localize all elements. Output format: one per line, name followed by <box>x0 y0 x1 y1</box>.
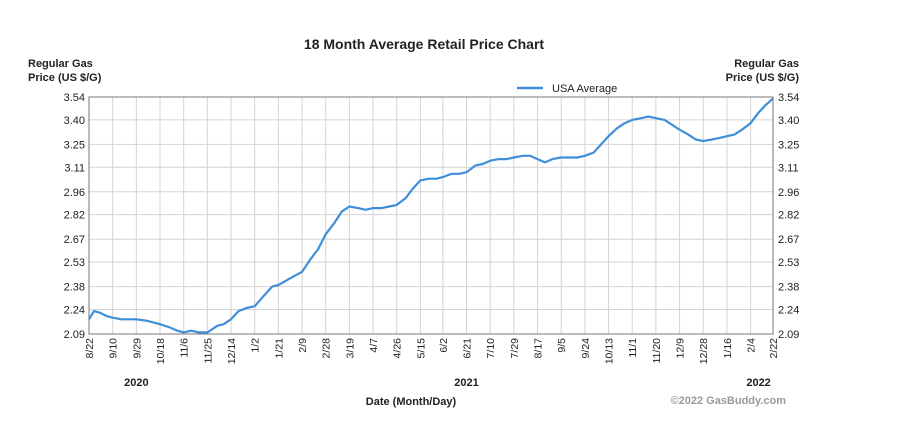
year-label-2022: 2022 <box>746 377 770 389</box>
y-tick-label-right: 3.40 <box>778 115 799 127</box>
y-tick-label-left: 2.53 <box>64 257 85 269</box>
series-layer <box>88 97 774 334</box>
x-axis-title: Date (Month/Day) <box>366 396 457 408</box>
y-tick-label-left: 2.09 <box>64 329 85 341</box>
x-tick-label: 9/10 <box>108 338 120 359</box>
y-axis-title-left-line2: Price (US $/G) <box>28 72 102 84</box>
x-tick-label: 8/22 <box>84 338 96 359</box>
year-label-2020: 2020 <box>124 377 148 389</box>
x-tick-label: 8/17 <box>533 338 545 359</box>
series-line-usa-average <box>88 97 774 334</box>
credit-text: ©2022 GasBuddy.com <box>671 395 787 407</box>
x-tick-label: 10/13 <box>604 338 616 364</box>
x-ticks: 8/22 9/10 9/29 10/18 11/6 11/25 12/14 1/2 1/21 2/… <box>84 338 780 364</box>
x-tick-label: 9/5 <box>556 338 568 353</box>
y-ticks: 3.54 3.54 3.40 3.40 3.25 3.25 3.11 3.11 2.96 2.96… <box>64 92 800 341</box>
x-tick-label: 11/25 <box>202 338 214 364</box>
year-labels: 2020 2021 2022 <box>124 377 771 389</box>
x-tick-label: 1/21 <box>273 338 285 359</box>
x-tick-label: 9/29 <box>131 338 143 359</box>
y-tick-label-right: 3.25 <box>778 139 799 151</box>
x-tick-label: 11/6 <box>179 338 191 358</box>
grid <box>88 96 774 335</box>
y-axis-title-right-line1: Regular Gas <box>734 58 799 70</box>
y-tick-label-right: 2.82 <box>778 210 799 222</box>
x-tick-label: 2/9 <box>297 338 309 353</box>
chart-title: 18 Month Average Retail Price Chart <box>304 36 544 52</box>
x-tick-label: 10/18 <box>155 338 167 364</box>
x-tick-label: 1/16 <box>722 338 734 359</box>
y-tick-label-right: 2.96 <box>778 187 799 199</box>
y-tick-label-right: 2.67 <box>778 234 799 246</box>
x-tick-label: 6/21 <box>462 338 474 359</box>
x-tick-label: 2/4 <box>746 338 758 353</box>
x-tick-label: 6/2 <box>438 338 450 353</box>
y-tick-label-right: 3.54 <box>778 92 799 104</box>
legend-label: USA Average <box>552 83 617 95</box>
y-tick-label-left: 3.54 <box>64 92 85 104</box>
y-axis-title-left-line1: Regular Gas <box>28 58 93 70</box>
x-tick-label: 12/9 <box>675 338 687 359</box>
x-tick-label: 5/15 <box>415 338 427 359</box>
x-tick-label: 11/20 <box>651 338 663 364</box>
y-tick-label-left: 3.11 <box>64 162 85 174</box>
x-tick-label: 4/7 <box>368 338 380 353</box>
x-tick-label: 2/22 <box>768 338 780 359</box>
y-tick-label-right: 2.09 <box>778 329 799 341</box>
year-label-2021: 2021 <box>454 377 478 389</box>
y-axis-title-right-line2: Price (US $/G) <box>726 72 800 84</box>
x-tick-label: 1/2 <box>250 338 262 353</box>
y-tick-label-right: 2.38 <box>778 282 799 294</box>
y-tick-label-right: 2.53 <box>778 257 799 269</box>
x-tick-label: 7/10 <box>485 338 497 359</box>
y-tick-label-left: 2.24 <box>64 304 85 316</box>
y-tick-label-left: 2.82 <box>64 210 85 222</box>
y-tick-label-left: 3.40 <box>64 115 85 127</box>
x-tick-label: 2/28 <box>321 338 333 359</box>
x-tick-label: 11/1 <box>627 338 639 358</box>
x-tick-label: 12/28 <box>698 338 710 364</box>
x-tick-label: 9/24 <box>580 338 592 359</box>
x-tick-label: 7/29 <box>509 338 521 359</box>
y-tick-label-left: 2.38 <box>64 282 85 294</box>
y-tick-label-left: 2.96 <box>64 187 85 199</box>
y-tick-label-left: 3.25 <box>64 139 85 151</box>
y-tick-label-right: 2.24 <box>778 304 799 316</box>
x-tick-label: 4/26 <box>392 338 404 359</box>
x-tick-label: 3/19 <box>344 338 356 359</box>
y-tick-label-right: 3.11 <box>778 162 799 174</box>
plot-frame <box>88 96 774 335</box>
legend: USA Average <box>517 83 617 95</box>
y-tick-label-left: 2.67 <box>64 234 85 246</box>
x-tick-label: 12/14 <box>226 338 238 364</box>
